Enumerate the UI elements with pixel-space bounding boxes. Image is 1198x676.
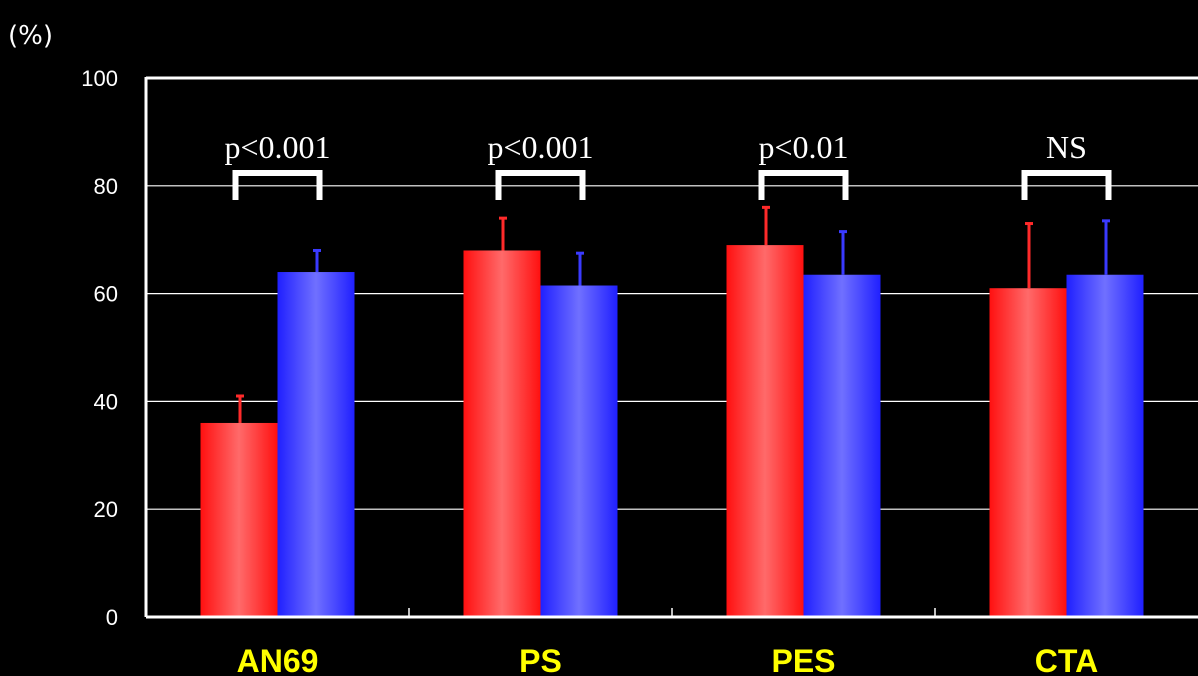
bar-cta-series-1	[989, 288, 1067, 617]
bar-pes-series-1	[726, 245, 804, 617]
annotation-an69: p<0.001	[224, 129, 330, 165]
category-labels: AN69 PS PES CTA	[237, 643, 1099, 676]
bracket-ps	[495, 170, 586, 200]
annotation-pes: p<0.01	[758, 129, 848, 165]
category-label-pes: PES	[771, 643, 835, 676]
annotation-ps: p<0.001	[487, 129, 593, 165]
y-tick-label: 60	[94, 282, 118, 307]
axes	[144, 77, 1198, 619]
error-bars	[236, 205, 1110, 423]
y-tick-label: 100	[81, 66, 118, 91]
y-tick-labels: 0 20 40 60 80 100	[81, 66, 118, 630]
category-label-ps: PS	[519, 643, 562, 676]
bracket-pes	[758, 170, 849, 200]
bar-pes-series-2	[803, 274, 881, 617]
y-tick-label: 40	[94, 389, 118, 414]
y-tick-label: 0	[106, 605, 118, 630]
bracket-an69	[232, 170, 323, 200]
category-label-cta: CTA	[1035, 643, 1098, 676]
bar-ps-series-2	[540, 285, 618, 617]
annotation-cta: NS	[1046, 129, 1087, 165]
y-tick-label: 80	[94, 174, 118, 199]
bar-ps-series-1	[463, 250, 541, 618]
y-axis-unit-label: (%)	[8, 21, 53, 51]
significance-brackets	[232, 170, 1112, 200]
bracket-cta	[1021, 170, 1112, 200]
bar-cta-series-2	[1066, 274, 1144, 617]
bars	[200, 245, 1144, 618]
category-label-an69: AN69	[237, 643, 319, 676]
bar-an69-series-2	[277, 272, 355, 617]
significance-annotations: p<0.001 p<0.001 p<0.01 NS	[224, 129, 1086, 165]
bar-an69-series-1	[200, 422, 278, 617]
y-tick-label: 20	[94, 497, 118, 522]
